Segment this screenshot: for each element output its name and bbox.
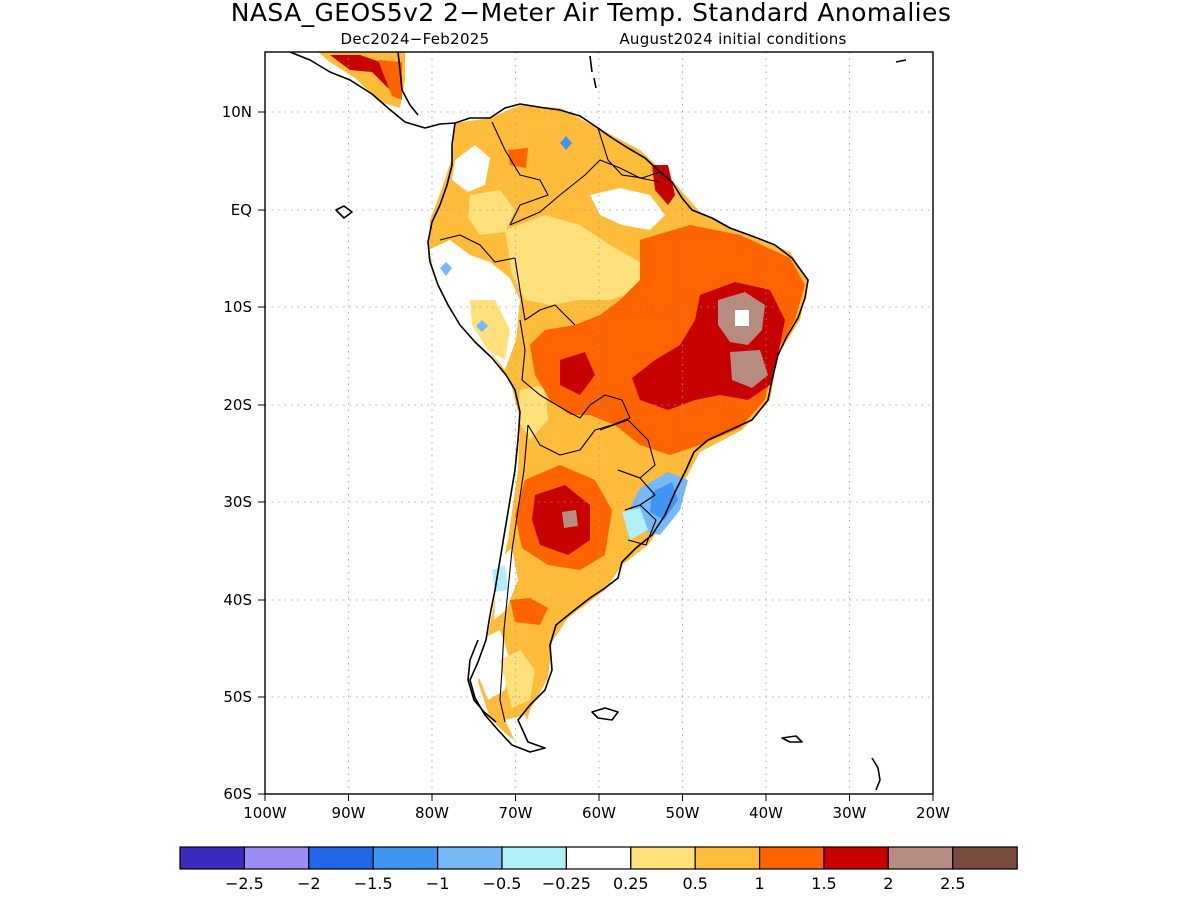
anomaly-shading [318,52,808,752]
colorbar-swatch [758,846,825,870]
colorbar: −2.5 −2 −1.5 −1 −0.5 −0.25 0.25 0.5 1 1.5 2 2.5 [179,846,1018,893]
colorbar-swatch [952,846,1018,870]
colorbar-swatch [630,846,696,870]
lat-label-30s: 30S [223,493,252,511]
brazil-north-border [509,159,661,226]
venezuela-cool-spot [560,136,572,150]
country-borders [439,121,661,723]
colorbar-swatch [372,846,439,870]
lat-label-10s: 10S [223,298,252,316]
colorbar-labels: −2.5 −2 −1.5 −1 −0.5 −0.25 0.25 0.5 1 1.5 2 2.5 [225,874,966,893]
chile-fjords [467,639,497,723]
patagonia-neutral [478,630,510,700]
peru-cool-spot [476,320,488,332]
axis-tick-marks [258,111,934,801]
colorbar-swatch [437,846,503,870]
colombia-venezuela-border [491,121,549,226]
bahia-extreme [730,350,768,388]
south-america-coastline [427,103,809,753]
lat-label-50s: 50S [223,688,252,706]
lon-label-20w: 20W [916,804,950,822]
ecuador-cool-spot [440,262,452,276]
peru-brazil-border [514,257,576,326]
colorbar-label: −2 [297,874,321,893]
lon-label-70w: 70W [499,804,533,822]
falklands [591,707,619,721]
bolivia-border [519,319,631,456]
colorbar-swatch [694,846,761,870]
season-subtitle: Dec2024−Feb2025 [341,30,490,48]
map-title: NASA_GEOS5v2 2−Meter Air Temp. Standard … [231,0,952,27]
para-hot [652,165,675,205]
central-america-coastline [289,52,456,129]
graticule [265,52,933,794]
argentina-hot [532,485,590,555]
patagonia-warm-patch [510,598,548,625]
colorbar-label: −0.5 [483,874,522,893]
ecuador-peru-border [439,234,516,263]
longitude-labels: 100W 90W 80W 70W 60W 50W 40W 30W 20W [243,804,950,822]
lon-label-40w: 40W [749,804,783,822]
colorbar-swatch [308,846,374,870]
caribbean-islands [589,55,907,89]
bolivia-hot [560,352,595,395]
guianas-border [597,127,661,179]
latitude-labels: 10N EQ 10S 20S 30S 40S 50S 60S [222,103,252,803]
lat-label-eq: EQ [231,201,252,219]
galapagos [335,205,353,219]
lat-label-60s: 60S [223,785,252,803]
lat-label-10n: 10N [222,103,252,121]
lat-label-40s: 40S [223,591,252,609]
colorbar-label: −1.5 [354,874,393,893]
colorbar-swatch [823,846,890,870]
south-georgia [781,735,803,743]
plot-area [258,51,934,801]
colorbar-label: 1.5 [811,874,836,893]
colorbar-label: 1 [755,874,765,893]
uruguay-cool [622,508,648,540]
amazon-moderate [505,215,640,305]
lon-label-80w: 80W [415,804,449,822]
colorbar-label: 2.5 [940,874,965,893]
colorbar-label: −0.25 [542,874,591,893]
colorbar-label: −2.5 [225,874,264,893]
south-brazil-cool [650,482,678,520]
initial-conditions-subtitle: August2024 initial conditions [619,30,846,48]
patagonia-moderate [500,650,535,708]
colorbar-swatches [179,846,1018,870]
colorbar-label: 2 [883,874,893,893]
caribbean-coastline [397,52,419,116]
guiana-neutral [590,188,665,230]
south-sandwich [871,757,881,791]
colorbar-swatch [179,846,246,870]
lon-label-100w: 100W [243,804,287,822]
tierra-neutral [505,715,535,752]
chile-argentina-border [499,424,529,723]
peru-moderate [470,300,510,360]
colorbar-label: 0.25 [613,874,649,893]
colorbar-swatch [501,846,568,870]
colorbar-swatch [243,846,310,870]
colorbar-swatch [565,846,632,870]
argentina-extreme [562,510,578,528]
colorbar-label: 0.5 [682,874,707,893]
colorbar-swatch [887,846,954,870]
coastlines [289,52,907,791]
colorbar-label: −1 [426,874,450,893]
central-america-warm [378,60,402,100]
lon-label-90w: 90W [332,804,366,822]
northeast-peak-white [735,310,749,326]
colombia-moderate [468,190,515,235]
uruguay-border [624,504,657,546]
lat-label-20s: 20S [223,396,252,414]
lon-label-30w: 30W [833,804,867,822]
lon-label-50w: 50W [666,804,700,822]
colombia-neutral [452,145,490,192]
altiplano-moderate [518,385,548,440]
colombia-warm-spot [508,148,528,168]
lon-label-60w: 60W [582,804,616,822]
